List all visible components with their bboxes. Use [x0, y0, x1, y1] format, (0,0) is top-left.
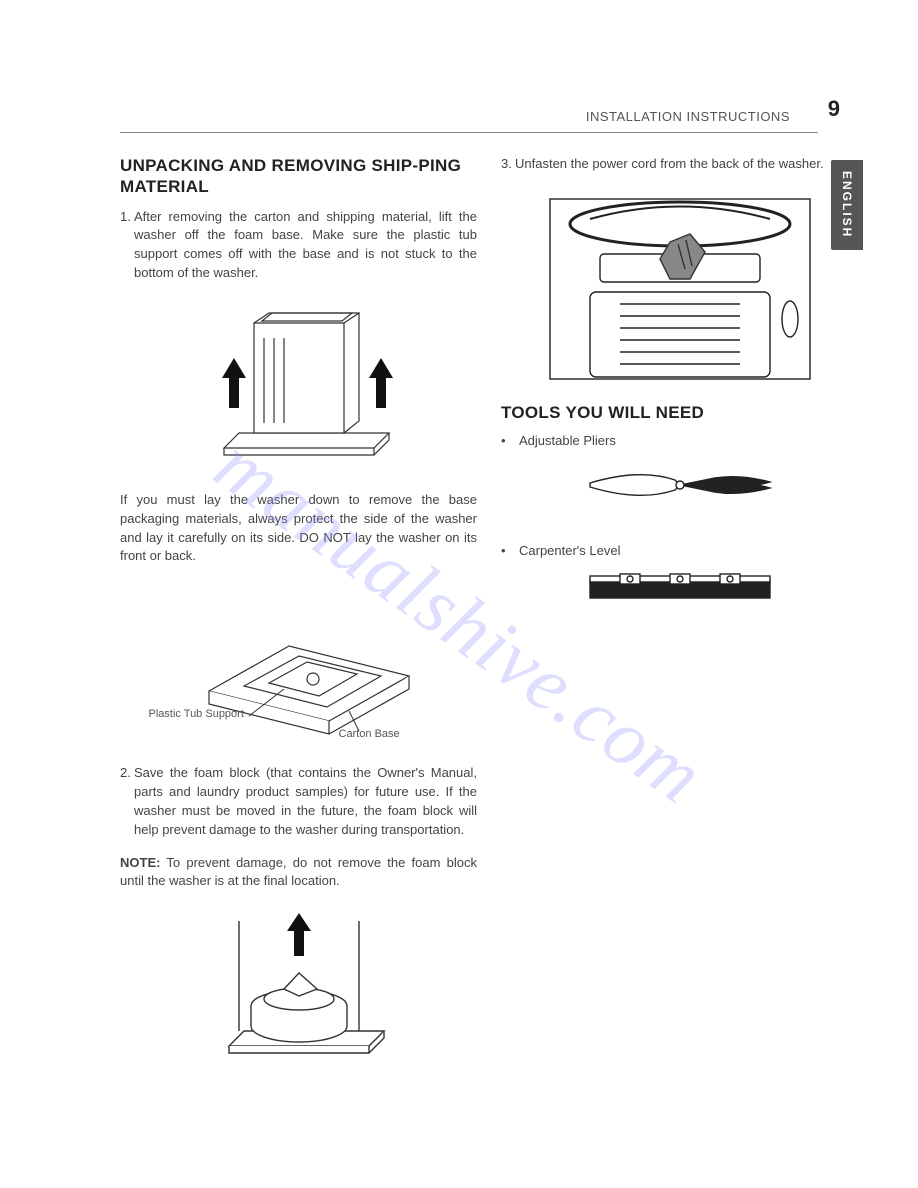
- page-number: 9: [828, 96, 840, 122]
- left-column: UNPACKING AND REMOVING SHIP-PING MATERIA…: [120, 155, 477, 1089]
- note-block: NOTE: To prevent damage, do not remove t…: [120, 854, 477, 892]
- step-text: After removing the carton and shipping m…: [134, 208, 477, 283]
- tool-label: Adjustable Pliers: [519, 433, 616, 448]
- step-number: 1.: [120, 208, 134, 283]
- washer-lift-icon: [184, 293, 414, 473]
- level-icon: [580, 568, 780, 608]
- bullet-icon: •: [501, 543, 519, 558]
- tool-label: Carpenter's Level: [519, 543, 620, 558]
- step-number: 2.: [120, 764, 134, 839]
- tool-item-pliers: • Adjustable Pliers: [501, 433, 858, 448]
- illustration-power-cord: [501, 184, 858, 384]
- right-column: 3. Unfasten the power cord from the back…: [501, 155, 858, 1089]
- section-title-tools: TOOLS YOU WILL NEED: [501, 402, 858, 423]
- illustration-foam-block: [120, 901, 477, 1071]
- step-1: 1. After removing the carton and shippin…: [120, 208, 477, 283]
- bullet-icon: •: [501, 433, 519, 448]
- header-title: INSTALLATION INSTRUCTIONS: [586, 109, 790, 124]
- note-text: To prevent damage, do not remove the foa…: [120, 855, 477, 889]
- pliers-icon: [580, 458, 780, 513]
- step-2: 2. Save the foam block (that contains th…: [120, 764, 477, 839]
- note-label: NOTE:: [120, 855, 160, 870]
- header-rule: INSTALLATION INSTRUCTIONS: [120, 108, 818, 133]
- washer-back-icon: [530, 184, 830, 384]
- illustration-level: [501, 568, 858, 608]
- step-text: Save the foam block (that contains the O…: [134, 764, 477, 839]
- paragraph-layside: If you must lay the washer down to remov…: [120, 491, 477, 566]
- caption-carton-base: Carton Base: [339, 728, 400, 740]
- step-text: Unfasten the power cord from the back of…: [515, 155, 858, 174]
- tool-item-level: • Carpenter's Level: [501, 543, 858, 558]
- caption-tub-support: Plastic Tub Support: [149, 708, 244, 720]
- step-3: 3. Unfasten the power cord from the back…: [501, 155, 858, 174]
- illustration-base: Plastic Tub Support Carton Base: [120, 576, 477, 746]
- carton-base-icon: [149, 576, 449, 746]
- step-number: 3.: [501, 155, 515, 174]
- foam-block-icon: [199, 901, 399, 1071]
- section-title-unpacking: UNPACKING AND REMOVING SHIP-PING MATERIA…: [120, 155, 477, 198]
- language-tab: ENGLISH: [831, 160, 863, 250]
- content-columns: UNPACKING AND REMOVING SHIP-PING MATERIA…: [120, 155, 858, 1089]
- illustration-pliers: [501, 458, 858, 513]
- illustration-washer-lift: [120, 293, 477, 473]
- manual-page: INSTALLATION INSTRUCTIONS 9 ENGLISH manu…: [0, 0, 918, 1129]
